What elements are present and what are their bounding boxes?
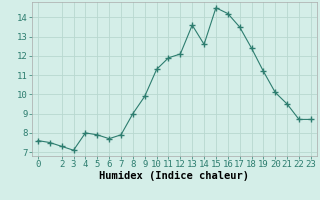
X-axis label: Humidex (Indice chaleur): Humidex (Indice chaleur) [100, 171, 249, 181]
